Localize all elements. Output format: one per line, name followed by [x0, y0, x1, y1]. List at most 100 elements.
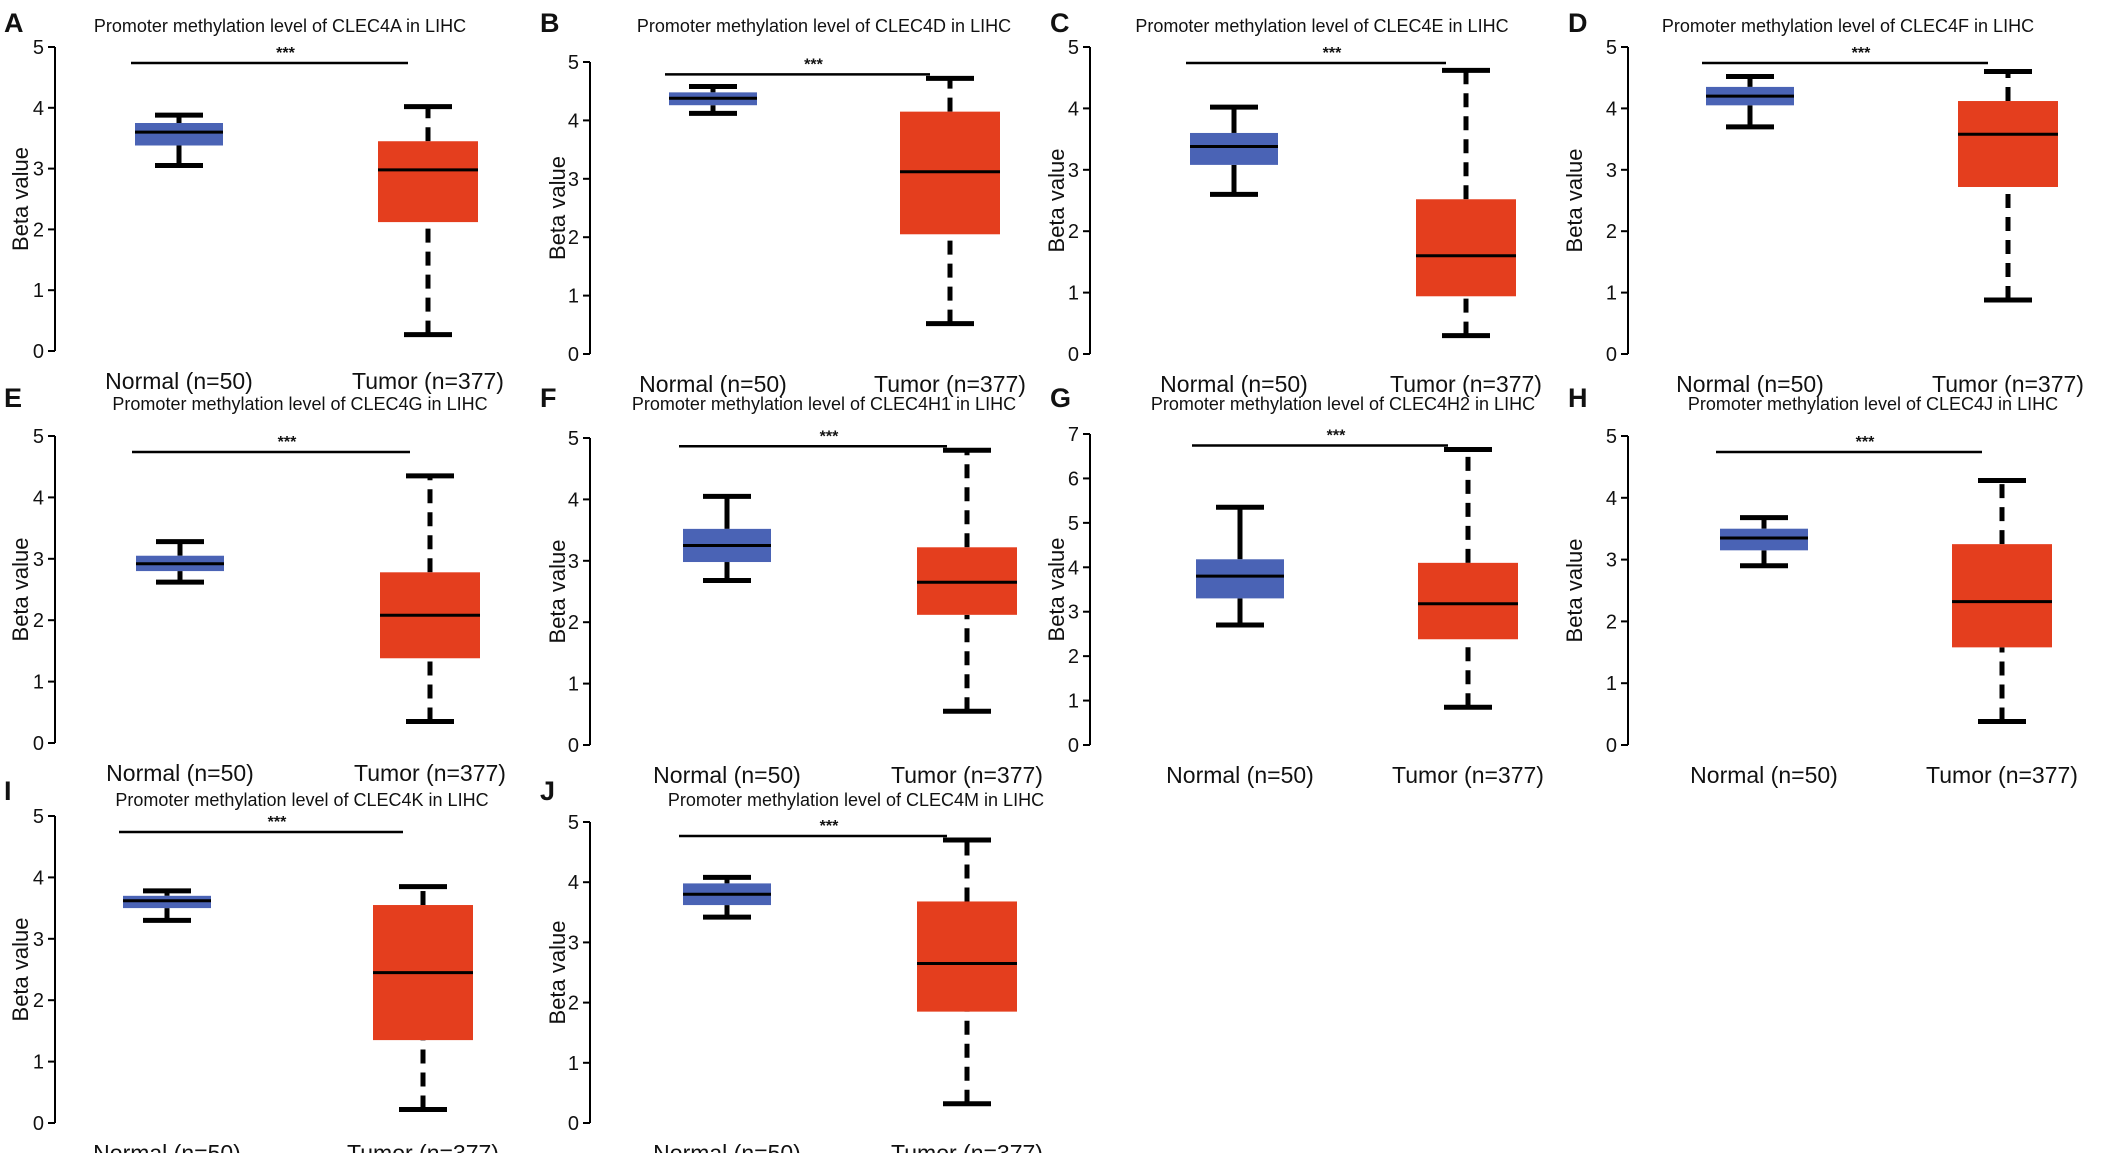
- y-tick-label: 2: [568, 993, 579, 1015]
- tumor-boxplot: [900, 75, 1000, 327]
- significance-label: ***: [268, 814, 287, 831]
- y-tick-label: 0: [33, 341, 44, 363]
- y-tick-label: 2: [33, 610, 44, 632]
- y-axis-label: Beta value: [545, 921, 570, 1025]
- iqr-box: [1416, 199, 1516, 297]
- x-category-label: Normal (n=50): [1160, 371, 1308, 397]
- y-tick-label: 1: [1606, 283, 1617, 305]
- tumor-boxplot: [373, 884, 473, 1112]
- x-category-label: Tumor (n=377): [1390, 371, 1542, 397]
- panel-b: B Promoter methylation level of CLEC4D in…: [540, 8, 1026, 397]
- significance-label: ***: [1323, 45, 1342, 62]
- x-category-label: Tumor (n=377): [891, 762, 1043, 788]
- y-tick-label: 4: [33, 98, 44, 120]
- y-tick-label: 0: [568, 735, 579, 757]
- tumor-boxplot: [1952, 477, 2052, 725]
- panel-a: A Promoter methylation level of CLEC4A in…: [4, 8, 504, 394]
- significance-label: ***: [1856, 434, 1875, 451]
- chart-title: Promoter methylation level of CLEC4H2 in…: [1151, 394, 1535, 414]
- tumor-boxplot: [378, 104, 478, 338]
- y-tick-label: 1: [1606, 673, 1617, 695]
- chart-title: Promoter methylation level of CLEC4E in …: [1135, 16, 1508, 36]
- chart-title: Promoter methylation level of CLEC4K in …: [115, 790, 488, 810]
- panel-letter: B: [540, 8, 560, 38]
- y-tick-label: 3: [33, 549, 44, 571]
- y-axis-label: Beta value: [8, 918, 33, 1022]
- y-tick-label: 1: [568, 674, 579, 696]
- x-category-label: Tumor (n=377): [1932, 371, 2084, 397]
- normal-boxplot: [669, 84, 757, 116]
- x-category-label: Normal (n=50): [653, 1140, 801, 1153]
- x-category-label: Tumor (n=377): [1392, 762, 1544, 788]
- iqr-box: [1196, 559, 1284, 599]
- x-category-label: Tumor (n=377): [891, 1140, 1043, 1153]
- significance-label: ***: [276, 45, 295, 62]
- y-tick-label: 1: [33, 280, 44, 302]
- tumor-boxplot: [917, 837, 1017, 1107]
- y-tick-label: 3: [1606, 550, 1617, 572]
- y-tick-label: 4: [33, 487, 44, 509]
- chart-title: Promoter methylation level of CLEC4G in …: [112, 394, 487, 414]
- y-tick-label: 2: [568, 227, 579, 249]
- iqr-box: [1720, 528, 1808, 551]
- normal-boxplot: [1190, 104, 1278, 197]
- panel-letter: D: [1568, 8, 1588, 38]
- y-tick-label: 3: [568, 551, 579, 573]
- y-axis-label: Beta value: [545, 156, 570, 260]
- normal-boxplot: [123, 888, 211, 923]
- panel-e: E Promoter methylation level of CLEC4G in…: [4, 383, 506, 786]
- iqr-box: [135, 123, 223, 146]
- x-category-label: Normal (n=50): [106, 760, 254, 786]
- x-category-label: Tumor (n=377): [354, 760, 506, 786]
- panel-letter: C: [1050, 8, 1070, 38]
- tumor-boxplot: [1416, 67, 1516, 339]
- y-tick-label: 3: [1068, 602, 1079, 624]
- chart-title: Promoter methylation level of CLEC4J in …: [1688, 394, 2058, 414]
- y-tick-label: 1: [568, 286, 579, 308]
- y-tick-label: 3: [33, 929, 44, 951]
- tumor-boxplot: [1418, 447, 1518, 710]
- panel-c: C Promoter methylation level of CLEC4E in…: [1044, 8, 1542, 397]
- y-tick-label: 5: [1606, 37, 1617, 59]
- y-tick-label: 0: [1606, 735, 1617, 757]
- y-tick-label: 3: [1068, 160, 1079, 182]
- panel-letter: H: [1568, 383, 1588, 413]
- x-category-label: Tumor (n=377): [874, 371, 1026, 397]
- y-tick-label: 0: [568, 344, 579, 366]
- normal-boxplot: [1720, 515, 1808, 569]
- panel-h: H Promoter methylation level of CLEC4J in…: [1562, 383, 2078, 788]
- significance-label: ***: [804, 56, 823, 73]
- x-category-label: Normal (n=50): [1690, 762, 1838, 788]
- y-tick-label: 3: [568, 169, 579, 191]
- chart-title: Promoter methylation level of CLEC4D in …: [637, 16, 1011, 36]
- panel-letter: F: [540, 383, 557, 413]
- normal-boxplot: [683, 493, 771, 583]
- y-tick-label: 2: [1068, 221, 1079, 243]
- y-tick-label: 5: [1606, 426, 1617, 448]
- y-tick-label: 3: [568, 932, 579, 954]
- y-tick-label: 4: [1606, 98, 1617, 120]
- iqr-box: [1958, 101, 2058, 187]
- y-tick-label: 5: [33, 426, 44, 448]
- y-tick-label: 1: [1068, 283, 1079, 305]
- chart-title: Promoter methylation level of CLEC4A in …: [94, 16, 466, 36]
- panel-i: I Promoter methylation level of CLEC4K in…: [4, 776, 499, 1153]
- y-axis-label: Beta value: [1562, 149, 1587, 253]
- panel-d: D Promoter methylation level of CLEC4F in…: [1562, 8, 2084, 397]
- y-tick-label: 4: [33, 867, 44, 889]
- y-axis-label: Beta value: [1044, 538, 1069, 642]
- y-axis-label: Beta value: [8, 538, 33, 642]
- tumor-boxplot: [380, 473, 480, 725]
- y-tick-label: 0: [1606, 344, 1617, 366]
- y-tick-label: 4: [568, 872, 579, 894]
- chart-title: Promoter methylation level of CLEC4F in …: [1662, 16, 2034, 36]
- y-tick-label: 2: [33, 990, 44, 1012]
- panel-letter: I: [4, 776, 12, 806]
- y-tick-label: 1: [33, 1052, 44, 1074]
- y-tick-label: 2: [1606, 611, 1617, 633]
- panel-letter: J: [540, 776, 555, 806]
- panel-letter: G: [1050, 383, 1071, 413]
- y-tick-label: 4: [1606, 488, 1617, 510]
- y-axis-label: Beta value: [545, 540, 570, 644]
- y-tick-label: 5: [33, 37, 44, 59]
